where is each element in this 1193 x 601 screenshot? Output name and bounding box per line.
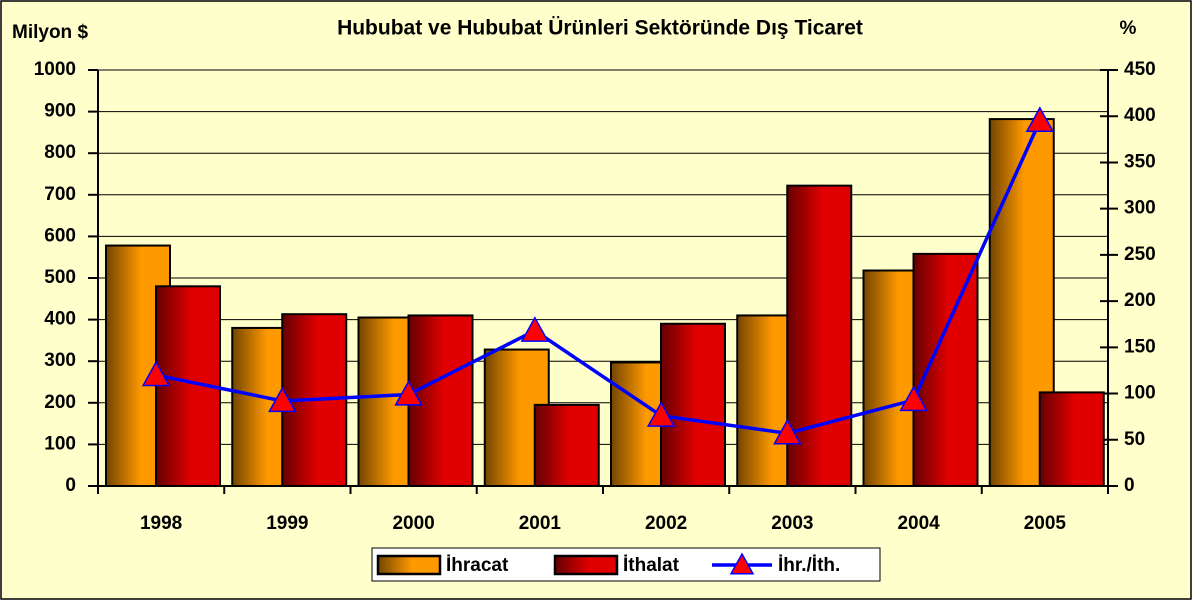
y2-tick-label: 150	[1124, 336, 1156, 357]
marker	[520, 316, 550, 342]
x-tick-label: 2000	[392, 513, 434, 534]
x-tick-label: 1999	[266, 513, 308, 534]
chart-title: Hububat ve Hububat Ürünleri Sektöründe D…	[337, 17, 863, 40]
legend-label: İthalat	[623, 555, 680, 576]
y-tick-label: 600	[44, 225, 76, 246]
bar	[912, 252, 979, 487]
legend-marker	[729, 552, 755, 575]
marker	[141, 360, 171, 387]
legend-swatch	[376, 554, 442, 576]
y-tick-label: 100	[44, 433, 76, 454]
bar	[786, 184, 853, 487]
x-tick-label: 2004	[897, 513, 940, 534]
y-axis-label: Milyon $	[12, 22, 88, 43]
y2-tick-label: 400	[1124, 105, 1156, 126]
x-tick-label: 1998	[140, 513, 182, 534]
y-tick-label: 1000	[34, 59, 76, 80]
y-tick-label: 200	[44, 392, 76, 413]
marker	[268, 386, 297, 413]
y2-tick-label: 300	[1124, 198, 1156, 219]
legend-box	[371, 547, 881, 582]
bar	[1038, 391, 1105, 487]
legend-label: İhracat	[446, 555, 509, 576]
legend-label: İhr./İth.	[778, 555, 840, 576]
marker	[1025, 106, 1055, 132]
x-tick-label: 2005	[1024, 513, 1067, 534]
y2-tick-label: 450	[1124, 59, 1156, 80]
marker	[899, 385, 928, 412]
y-tick-label: 0	[65, 475, 76, 496]
y2-tick-label: 0	[1124, 475, 1135, 496]
bar	[660, 322, 726, 488]
line	[155, 120, 1042, 436]
y-tick-label: 300	[44, 350, 76, 371]
x-tick-label: 2002	[645, 513, 687, 534]
y-tick-label: 700	[44, 184, 76, 205]
y2-tick-label: 100	[1124, 383, 1156, 404]
y2-tick-label: 200	[1124, 290, 1156, 311]
y-tick-label: 400	[44, 309, 76, 330]
y2-tick-label: 50	[1124, 429, 1145, 450]
marker	[773, 418, 802, 445]
y2-tick-label: 350	[1124, 151, 1156, 172]
x-tick-label: 2001	[519, 513, 562, 534]
marker	[646, 401, 676, 427]
y-tick-label: 500	[44, 267, 76, 288]
y-tick-label: 800	[44, 142, 76, 163]
y2-tick-label: 250	[1124, 244, 1156, 265]
x-tick-label: 2003	[771, 513, 813, 534]
y-tick-label: 900	[44, 101, 76, 122]
bar	[533, 403, 600, 488]
y2-axis-label: %	[1120, 18, 1137, 39]
legend-swatch	[553, 554, 619, 576]
marker	[394, 379, 423, 406]
